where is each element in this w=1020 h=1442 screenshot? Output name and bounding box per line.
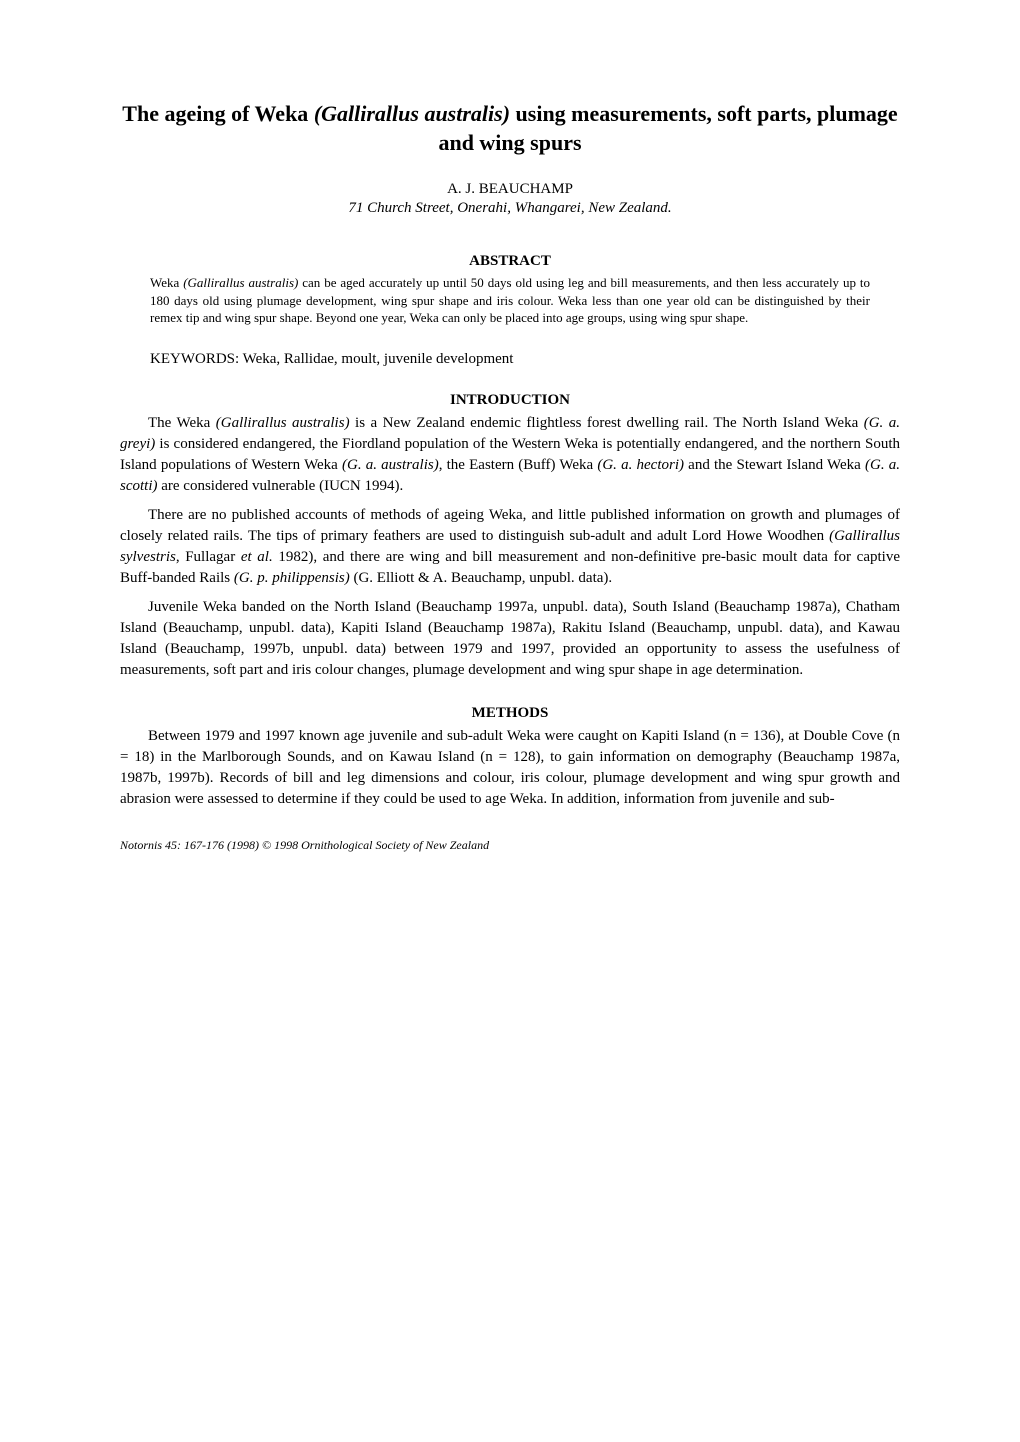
keywords-line: KEYWORDS: Weka, Rallidae, moult, juvenil… bbox=[150, 351, 870, 368]
intro-p2-sp2: (G. p. philippensis) bbox=[234, 570, 350, 586]
intro-p2-d: (G. Elliott & A. Beauchamp, unpubl. data… bbox=[350, 570, 612, 586]
title-text-1: The ageing of Weka bbox=[122, 101, 314, 126]
intro-p1-b: is a New Zealand endemic flightless fore… bbox=[350, 415, 864, 431]
methods-paragraph-1: Between 1979 and 1997 known age juvenile… bbox=[120, 726, 900, 810]
keywords-label: KEYWORDS: bbox=[150, 351, 239, 367]
intro-p1-sp1: (Gallirallus australis) bbox=[216, 415, 350, 431]
intro-p1-a: The Weka bbox=[148, 415, 216, 431]
intro-paragraph-2: There are no published accounts of metho… bbox=[120, 505, 900, 589]
methods-heading: METHODS bbox=[120, 705, 900, 722]
keywords-text: Weka, Rallidae, moult, juvenile developm… bbox=[239, 351, 513, 367]
intro-p2-a: There are no published accounts of metho… bbox=[120, 507, 900, 544]
intro-p2-etal: et al. bbox=[241, 549, 273, 565]
intro-p1-d: , the Eastern (Buff) Weka bbox=[439, 457, 598, 473]
intro-p1-sp4: (G. a. hectori) bbox=[597, 457, 684, 473]
intro-p1-f: are considered vulnerable (IUCN 1994). bbox=[158, 478, 404, 494]
abstract-text-1: Weka bbox=[150, 275, 183, 290]
intro-p1-sp3: (G. a. australis) bbox=[342, 457, 439, 473]
abstract-heading: ABSTRACT bbox=[120, 253, 900, 270]
author-address: 71 Church Street, Onerahi, Whangarei, Ne… bbox=[120, 200, 900, 217]
intro-p1-e: and the Stewart Island Weka bbox=[684, 457, 865, 473]
intro-paragraph-3: Juvenile Weka banded on the North Island… bbox=[120, 597, 900, 681]
title-species: (Gallirallus australis) bbox=[314, 101, 510, 126]
intro-paragraph-1: The Weka (Gallirallus australis) is a Ne… bbox=[120, 413, 900, 497]
abstract-paragraph: Weka (Gallirallus australis) can be aged… bbox=[150, 274, 870, 327]
introduction-heading: INTRODUCTION bbox=[120, 392, 900, 409]
journal-footer: Notornis 45: 167-176 (1998) © 1998 Ornit… bbox=[120, 838, 900, 853]
abstract-species: (Gallirallus australis) bbox=[183, 275, 298, 290]
intro-p2-b: , Fullagar bbox=[176, 549, 241, 565]
paper-title: The ageing of Weka (Gallirallus australi… bbox=[120, 100, 900, 157]
author-name: A. J. BEAUCHAMP bbox=[120, 181, 900, 198]
